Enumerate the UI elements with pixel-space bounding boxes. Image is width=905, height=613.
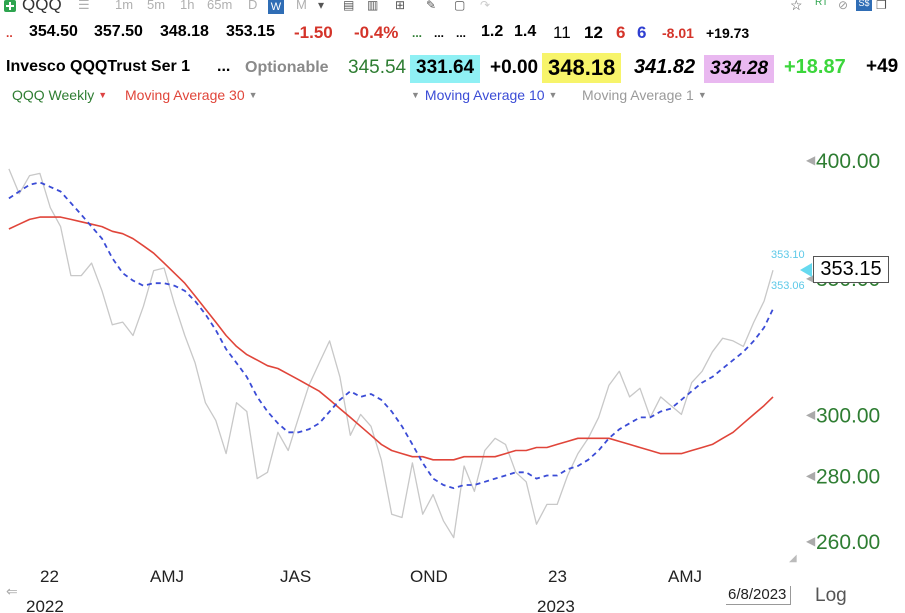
dots-a: ... bbox=[412, 26, 423, 40]
sv-icon[interactable]: S$ bbox=[856, 0, 872, 11]
legend-ma1-label: Moving Average 1 bbox=[582, 87, 694, 103]
x-tick-label: OND bbox=[410, 567, 448, 586]
change-value: -1.50 bbox=[294, 23, 333, 42]
high-value: 357.50 bbox=[94, 23, 143, 40]
symbol-input[interactable]: QQQ bbox=[22, 0, 62, 14]
x-tick-year-label: 2023 bbox=[537, 597, 575, 613]
detail-4: 348.18 bbox=[542, 53, 622, 83]
pencil-icon[interactable]: ✎ bbox=[426, 0, 437, 12]
change-percent: -0.4% bbox=[354, 23, 399, 42]
ma30-line bbox=[8, 216, 774, 461]
y-tick-label: 400.00 bbox=[816, 150, 880, 173]
price-upper: 353.10 bbox=[771, 249, 805, 261]
quote-row-details: Invesco QQQTrust Ser 1 ... Optionable 34… bbox=[0, 53, 905, 83]
chevron-down-icon[interactable]: ▼ bbox=[98, 90, 108, 100]
detail-5: 341.82 bbox=[634, 56, 696, 78]
legend-period-label: QQQ Weekly bbox=[12, 87, 95, 103]
stat-4: 12 bbox=[584, 23, 603, 42]
detail-2: 331.64 bbox=[410, 55, 481, 83]
security-name: Invesco QQQTrust Ser 1 bbox=[6, 58, 191, 75]
price-chart[interactable]: 260.00◀280.00◀300.00◀350.00◀400.00◀ 22 AM… bbox=[0, 105, 905, 613]
quote-row-prices: .. 354.50 357.50 348.18 353.15 -1.50 -0.… bbox=[0, 23, 905, 47]
price-line bbox=[8, 168, 774, 539]
name-dots: ... bbox=[217, 58, 231, 75]
interval-m[interactable]: M bbox=[296, 0, 307, 12]
lock-icon[interactable]: ⊘ bbox=[838, 0, 849, 12]
redo-icon[interactable]: ↷ bbox=[480, 0, 491, 12]
stat-7: -8.01 bbox=[662, 25, 694, 41]
x-tick-label: AMJ bbox=[150, 567, 184, 586]
dropdown-icon[interactable]: ▾ bbox=[318, 0, 325, 12]
resize-corner-icon[interactable]: ◢ bbox=[789, 553, 797, 564]
detail-7: +18.87 bbox=[784, 56, 846, 78]
x-tick-year-label: 2022 bbox=[26, 597, 64, 613]
close-value: 353.15 bbox=[226, 23, 275, 40]
legend-ma30[interactable]: Moving Average 30 ▼ bbox=[125, 87, 258, 103]
row-prefix: .. bbox=[6, 26, 13, 40]
y-tick-marker: ◀ bbox=[806, 468, 816, 482]
restore-window-icon[interactable]: ❐ bbox=[876, 0, 887, 12]
interval-w[interactable]: W bbox=[268, 0, 284, 14]
x-axis: 22 AMJ JAS OND 23 AMJ 2022 2023 bbox=[26, 567, 702, 613]
last-price-marker bbox=[800, 263, 812, 277]
x-tick-label: 22 bbox=[40, 567, 59, 586]
legend-ma30-label: Moving Average 30 bbox=[125, 87, 245, 103]
grid-icon[interactable]: ⊞ bbox=[395, 0, 406, 12]
stat-1: 1.2 bbox=[481, 23, 504, 40]
rt-icon[interactable]: RT bbox=[815, 0, 829, 8]
stat-8: +19.73 bbox=[706, 25, 750, 41]
stat-5: 6 bbox=[616, 23, 626, 42]
scroll-left-icon[interactable]: ⇐ bbox=[6, 583, 18, 599]
y-tick-marker: ◀ bbox=[806, 271, 816, 285]
chart-series-group bbox=[8, 168, 774, 539]
chevron-down-icon[interactable]: ▼ bbox=[697, 90, 707, 100]
stat-3: 11 bbox=[553, 23, 571, 42]
last-price-label: 353.15 bbox=[813, 256, 889, 283]
legend-ma10[interactable]: ▼ Moving Average 10 ▼ bbox=[411, 87, 557, 103]
y-tick-marker: ◀ bbox=[806, 153, 816, 167]
interval-1h[interactable]: 1h bbox=[180, 0, 195, 12]
y-tick-marker: ◀ bbox=[806, 534, 816, 548]
interval-65m[interactable]: 65m bbox=[207, 0, 233, 12]
detail-3: +0.00 bbox=[490, 57, 539, 78]
legend-ma10-label: Moving Average 10 bbox=[424, 87, 545, 103]
x-tick-label: 23 bbox=[548, 567, 567, 586]
y-tick-label: 260.00 bbox=[816, 531, 880, 554]
toolbar: QQQ ☰ 1m 5m 1h 65m D W M ▾ ▤ ▥ ⊞ ✎ ▢ ↷ ☆… bbox=[0, 0, 905, 18]
y-axis: 260.00◀280.00◀300.00◀350.00◀400.00◀ bbox=[806, 150, 880, 554]
current-date: 6/8/2023 bbox=[726, 586, 792, 605]
price-lower: 353.06 bbox=[771, 280, 805, 292]
optionable-label: Optionable bbox=[245, 59, 329, 76]
x-tick-label: AMJ bbox=[668, 567, 702, 586]
chevron-down-icon[interactable]: ▼ bbox=[548, 90, 558, 100]
interval-5m[interactable]: 5m bbox=[147, 0, 166, 12]
chevron-down-icon[interactable]: ▼ bbox=[411, 90, 420, 100]
detail-6: 334.28 bbox=[704, 55, 775, 83]
bar-chart-icon[interactable]: ▥ bbox=[367, 0, 379, 12]
detail-1: 345.54 bbox=[348, 57, 407, 78]
log-scale-toggle[interactable]: Log bbox=[815, 585, 847, 606]
open-value: 354.50 bbox=[29, 23, 78, 40]
legend-ma1[interactable]: Moving Average 1 ▼ bbox=[582, 87, 707, 103]
y-tick-marker: ◀ bbox=[806, 407, 816, 421]
y-tick-label: 300.00 bbox=[816, 404, 880, 427]
ma10-line bbox=[8, 181, 774, 490]
x-tick-label: JAS bbox=[280, 567, 311, 586]
dots-c: ... bbox=[456, 26, 467, 40]
menu-icon[interactable]: ☰ bbox=[78, 0, 90, 12]
dots-b: ... bbox=[434, 26, 445, 40]
star-icon[interactable]: ☆ bbox=[790, 0, 803, 13]
stat-2: 1.4 bbox=[514, 23, 537, 40]
interval-1m[interactable]: 1m bbox=[115, 0, 134, 12]
chart-type-icon[interactable]: ▤ bbox=[343, 0, 355, 12]
y-tick-label: 280.00 bbox=[816, 465, 880, 488]
low-value: 348.18 bbox=[160, 23, 209, 40]
stat-6: 6 bbox=[637, 23, 647, 42]
detail-8: +49 bbox=[866, 56, 899, 77]
add-symbol-icon[interactable] bbox=[4, 0, 16, 12]
interval-d[interactable]: D bbox=[248, 0, 258, 12]
chevron-down-icon[interactable]: ▼ bbox=[248, 90, 258, 100]
legend-period[interactable]: QQQ Weekly ▼ bbox=[12, 87, 107, 103]
window-icon[interactable]: ▢ bbox=[454, 0, 466, 12]
